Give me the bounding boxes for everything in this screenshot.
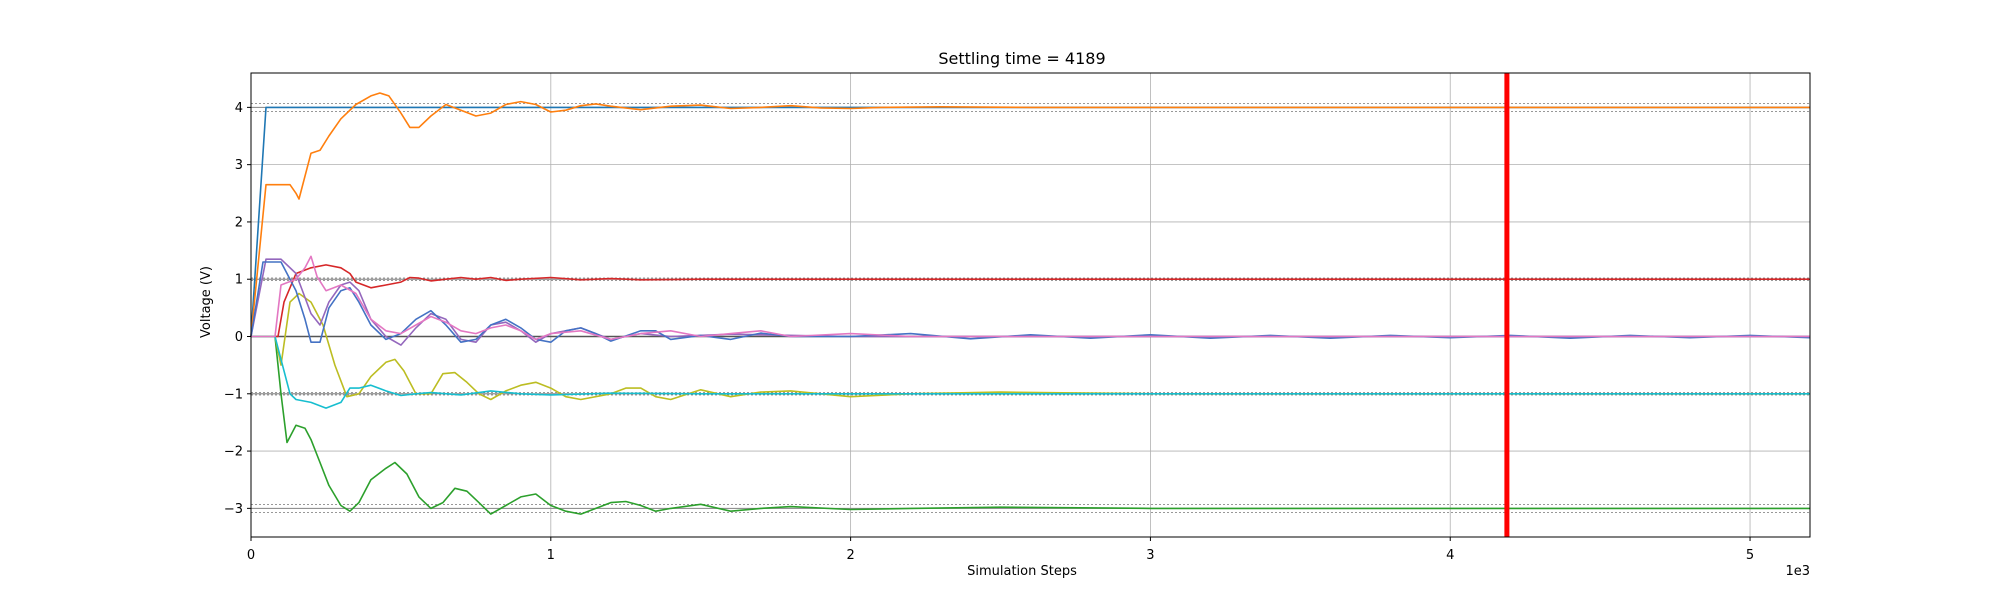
- plot-frame: [250, 72, 1811, 538]
- y-tick-label: 1: [235, 273, 243, 288]
- series-line: [251, 335, 1810, 515]
- x-tick-label: 0: [247, 548, 255, 563]
- y-tick-label: −2: [224, 445, 243, 460]
- x-axis-label: Simulation Steps: [967, 564, 1077, 579]
- series-line: [251, 292, 1810, 401]
- x-tick-label: 1: [547, 548, 555, 563]
- y-axis-label: Voltage (V): [199, 266, 214, 338]
- y-tick-label: 0: [235, 330, 243, 345]
- x-axis-offset-label: 1e3: [1785, 564, 1810, 579]
- axis-ticks: 0 1 2 3 4 5 −3 −2 −1 0 1 2 3 4: [224, 101, 1754, 563]
- series-line: [250, 92, 1810, 337]
- series-line: [251, 264, 1810, 338]
- x-tick-label: 4: [1446, 548, 1454, 563]
- x-tick-label: 5: [1746, 548, 1754, 563]
- y-tick-label: 3: [235, 158, 243, 173]
- series-line: [251, 255, 1810, 341]
- chart-title: Settling time = 4189: [938, 49, 1105, 68]
- y-tick-label: 2: [235, 215, 243, 230]
- y-tick-label: 4: [235, 101, 243, 116]
- series-line: [251, 335, 1810, 409]
- series-lines: [250, 92, 1811, 515]
- x-tick-label: 3: [1146, 548, 1154, 563]
- x-tick-label: 2: [846, 548, 854, 563]
- y-tick-label: −3: [224, 502, 243, 517]
- y-tick-label: −1: [224, 387, 243, 402]
